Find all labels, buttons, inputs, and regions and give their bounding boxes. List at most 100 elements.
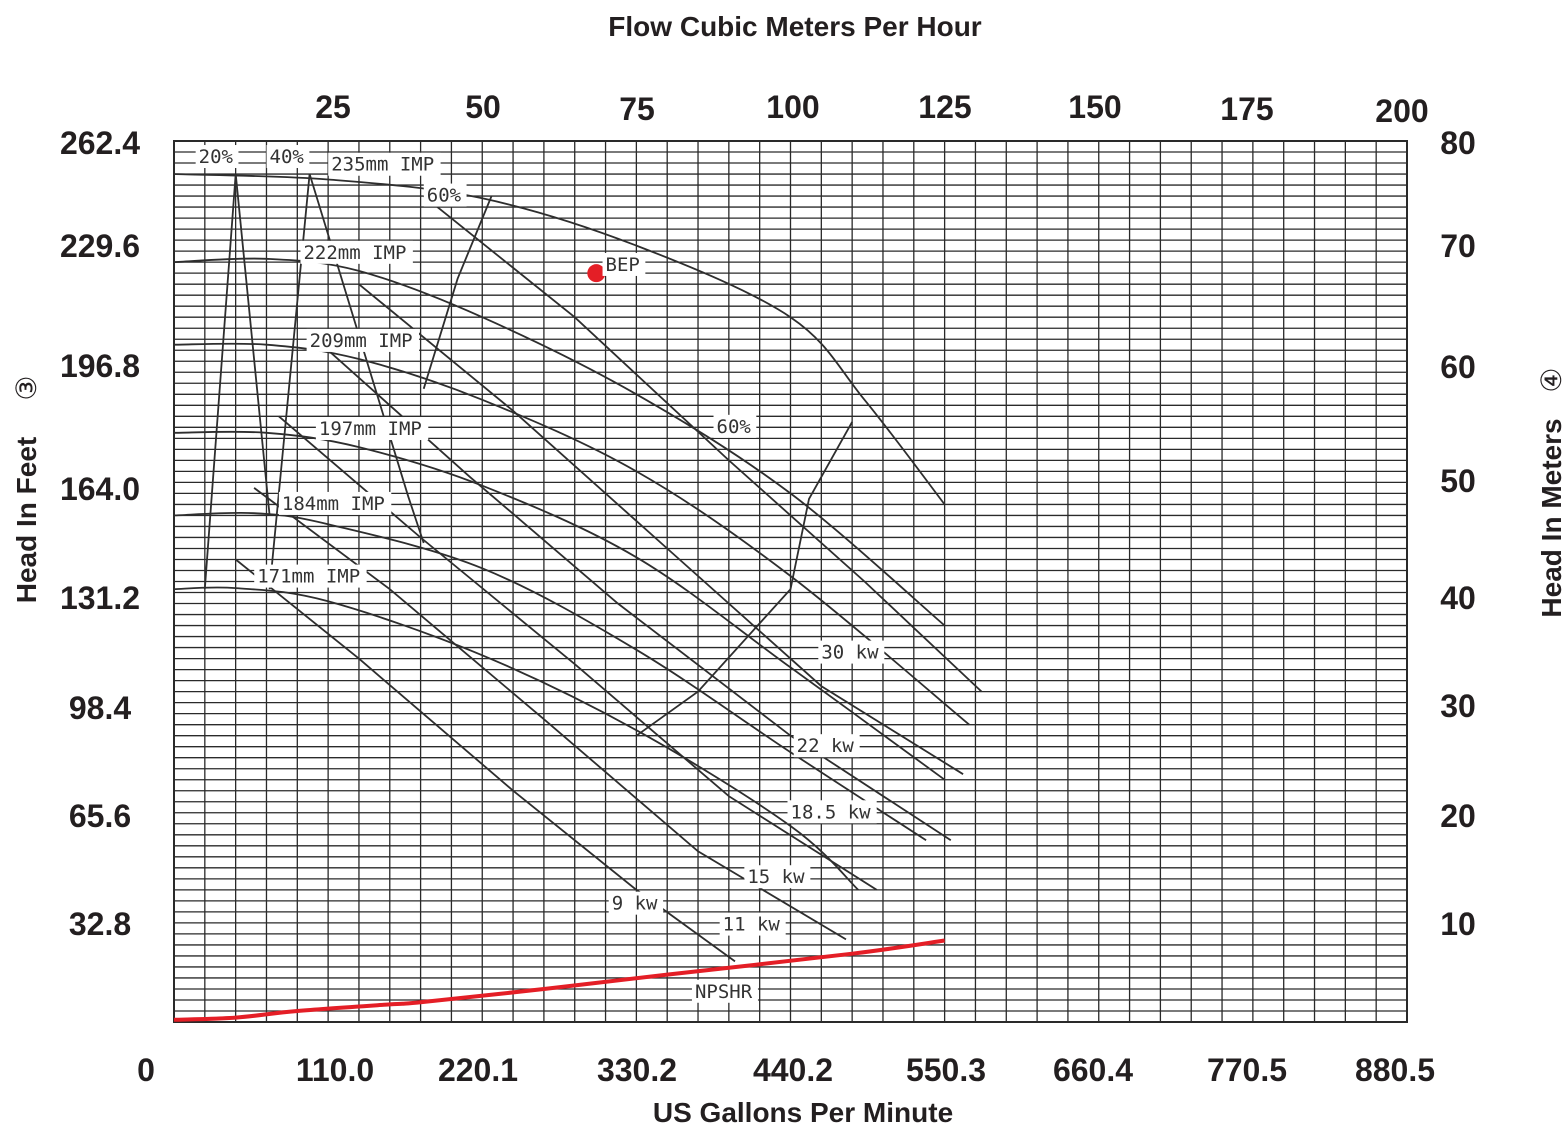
x-tick-label: 440.2 xyxy=(753,1052,833,1088)
y2-tick-label: 20 xyxy=(1440,798,1476,834)
x2-tick-label: 75 xyxy=(619,91,655,127)
curve-label-plate xyxy=(787,800,877,824)
curve-label-group: 209mm IMP xyxy=(306,328,420,352)
curve-label-group: 235mm IMP xyxy=(328,152,441,176)
curve-label-15-kw: 15 kw xyxy=(747,866,805,888)
x2-tick-label: 50 xyxy=(465,89,501,125)
curve-label-plate xyxy=(278,491,392,515)
x-tick-label: 330.2 xyxy=(597,1052,677,1088)
curve-label-184mm-imp: 184mm IMP xyxy=(282,493,385,515)
y2-tick-label: 10 xyxy=(1440,906,1476,942)
curve-label-group: 222mm IMP xyxy=(300,240,413,264)
curve-label-group: 184mm IMP xyxy=(278,491,392,515)
x2-tick-label: 200 xyxy=(1375,93,1428,129)
series-npshr xyxy=(173,938,945,1022)
curve-label-group: 20% xyxy=(195,145,239,169)
curve-label-group: 197mm IMP xyxy=(315,417,429,441)
y2-tick-label: 60 xyxy=(1440,349,1476,385)
curve-label-group: 40% xyxy=(266,145,310,169)
x2-tick-label: 25 xyxy=(315,89,351,125)
y2-tick-label: 80 xyxy=(1440,125,1476,161)
chart-title: Flow Cubic Meters Per Hour xyxy=(608,11,981,42)
series-efficiency-60- xyxy=(635,421,853,737)
curve-label-plate xyxy=(744,865,811,889)
series-power-9-kw xyxy=(235,558,736,963)
curve-label-bep: BEP xyxy=(606,254,640,276)
curve-label-plate xyxy=(254,564,367,588)
y-tick-label: 32.8 xyxy=(69,906,131,942)
y2-axis-label: Head In Meters xyxy=(1536,418,1567,617)
curve-label-group: 30 kw xyxy=(818,640,885,664)
series-power-15-kw xyxy=(278,415,878,891)
curve-label-20-: 20% xyxy=(199,146,234,168)
x2-tick-label: 150 xyxy=(1068,89,1121,125)
curve-label-60-: 60% xyxy=(717,416,752,438)
curve-label-plate xyxy=(793,734,860,758)
curve-label-group: 11 kw xyxy=(719,912,786,936)
x2-tick-label: 100 xyxy=(766,89,819,125)
y-tick-label: 229.6 xyxy=(60,228,140,264)
curve-label-22-kw: 22 kw xyxy=(797,735,855,757)
curve-label-plate xyxy=(713,414,757,438)
plot-frame xyxy=(173,140,1408,1023)
curve-label-60-: 60% xyxy=(427,185,462,207)
x2-tick-label: 175 xyxy=(1220,91,1273,127)
x-tick-label: 770.5 xyxy=(1207,1052,1287,1088)
curve-label-plate xyxy=(195,145,239,169)
y-tick-label: 98.4 xyxy=(69,690,131,726)
x-tick-label: 660.4 xyxy=(1053,1052,1133,1088)
curve-label-plate xyxy=(608,891,664,915)
y-tick-label: 65.6 xyxy=(69,798,131,834)
curve-label-group: 15 kw xyxy=(744,865,811,889)
x-axis-label: US Gallons Per Minute xyxy=(653,1097,953,1128)
series-power-18-5-kw xyxy=(309,333,952,842)
y2-axis-label-group: Head In Meters ④ xyxy=(1536,367,1567,617)
curve-label-18-5-kw: 18.5 kw xyxy=(791,801,872,823)
curve-label-plate xyxy=(818,640,885,664)
performance-curves xyxy=(173,173,983,1022)
curve-label-197mm-imp: 197mm IMP xyxy=(319,418,422,440)
x2-tick-label: 125 xyxy=(918,89,971,125)
y-axis-marker: ③ xyxy=(11,375,42,400)
curve-label-209mm-imp: 209mm IMP xyxy=(310,330,413,352)
curve-label-30-kw: 30 kw xyxy=(821,642,879,664)
x-tick-label: 110.0 xyxy=(296,1052,374,1088)
bep-point xyxy=(587,264,606,283)
series-power-30-kw xyxy=(423,195,983,693)
curve-label-11-kw: 11 kw xyxy=(723,914,781,936)
series-efficiency-60- xyxy=(422,195,493,390)
series-power-22-kw xyxy=(358,283,964,775)
y2-tick-label: 30 xyxy=(1440,688,1476,724)
curve-label-plate xyxy=(691,979,758,1003)
curve-label-plate xyxy=(602,252,646,276)
x-tick-label: 880.5 xyxy=(1355,1052,1435,1088)
y-tick-label: 196.8 xyxy=(60,348,140,384)
curve-label-40-: 40% xyxy=(270,146,305,168)
y-tick-label: 262.4 xyxy=(60,125,140,161)
y2-tick-label: 40 xyxy=(1440,580,1476,616)
curve-label-group: BEP xyxy=(602,252,646,276)
grid xyxy=(174,141,1407,1022)
y2-tick-label: 70 xyxy=(1440,228,1476,264)
series-impeller-235mm-imp xyxy=(173,173,946,505)
y-tick-label: 164.0 xyxy=(60,471,140,507)
y-tick-label: 131.2 xyxy=(60,580,140,616)
y2-tick-label: 50 xyxy=(1440,463,1476,499)
y-axis-label-group: Head In Feet ③ xyxy=(11,375,42,603)
curve-label-plate xyxy=(266,145,310,169)
curve-label-group: 9 kw xyxy=(608,891,664,915)
curve-label-9-kw: 9 kw xyxy=(612,893,658,915)
axis-ticks: 0 110.0 220.1 330.2 440.2 550.3 660.4 770.5 880.… xyxy=(60,89,1476,1088)
y2-axis-marker: ④ xyxy=(1536,367,1567,392)
curve-label-235mm-imp: 235mm IMP xyxy=(331,154,434,176)
series-impeller-209mm-imp xyxy=(173,342,970,726)
curve-label-171mm-imp: 171mm IMP xyxy=(257,566,360,588)
curve-label-npshr: NPSHR xyxy=(695,981,753,1003)
curve-label-plate xyxy=(300,240,413,264)
curve-label-group: 171mm IMP xyxy=(254,564,367,588)
curve-label-group: 60% xyxy=(423,183,467,207)
curve-label-plate xyxy=(423,183,467,207)
curve-label-group: 22 kw xyxy=(793,734,860,758)
curve-label-plate xyxy=(328,152,441,176)
